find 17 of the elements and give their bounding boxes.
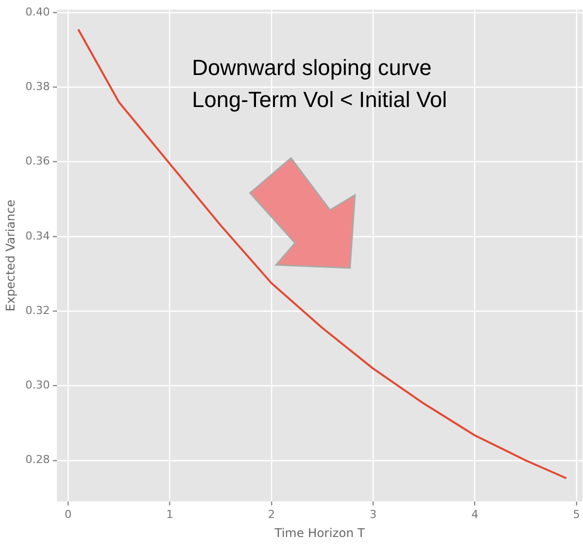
x-tick-label: 3 bbox=[370, 508, 377, 521]
annotation: Long-Term Vol < Initial Vol bbox=[192, 87, 447, 112]
y-tick-label: 0.38 bbox=[25, 80, 50, 94]
y-tick-label: 0.36 bbox=[25, 154, 50, 168]
annotation: Downward sloping curve bbox=[192, 55, 432, 80]
x-tick-label: 2 bbox=[268, 508, 275, 521]
x-tick-label: 5 bbox=[573, 508, 580, 521]
y-tick-label: 0.40 bbox=[25, 5, 50, 18]
x-tick-label: 0 bbox=[64, 508, 72, 521]
y-tick-label: 0.34 bbox=[25, 229, 50, 242]
y-tick-label: 0.30 bbox=[25, 378, 50, 392]
x-axis-title: Time Horizon T bbox=[274, 526, 366, 540]
y-tick-label: 0.28 bbox=[25, 453, 50, 466]
x-tick-label: 4 bbox=[471, 508, 478, 521]
y-tick-label: 0.32 bbox=[25, 304, 50, 317]
x-tick-label: 1 bbox=[166, 508, 174, 521]
y-axis-title: Expected Variance bbox=[3, 200, 18, 312]
